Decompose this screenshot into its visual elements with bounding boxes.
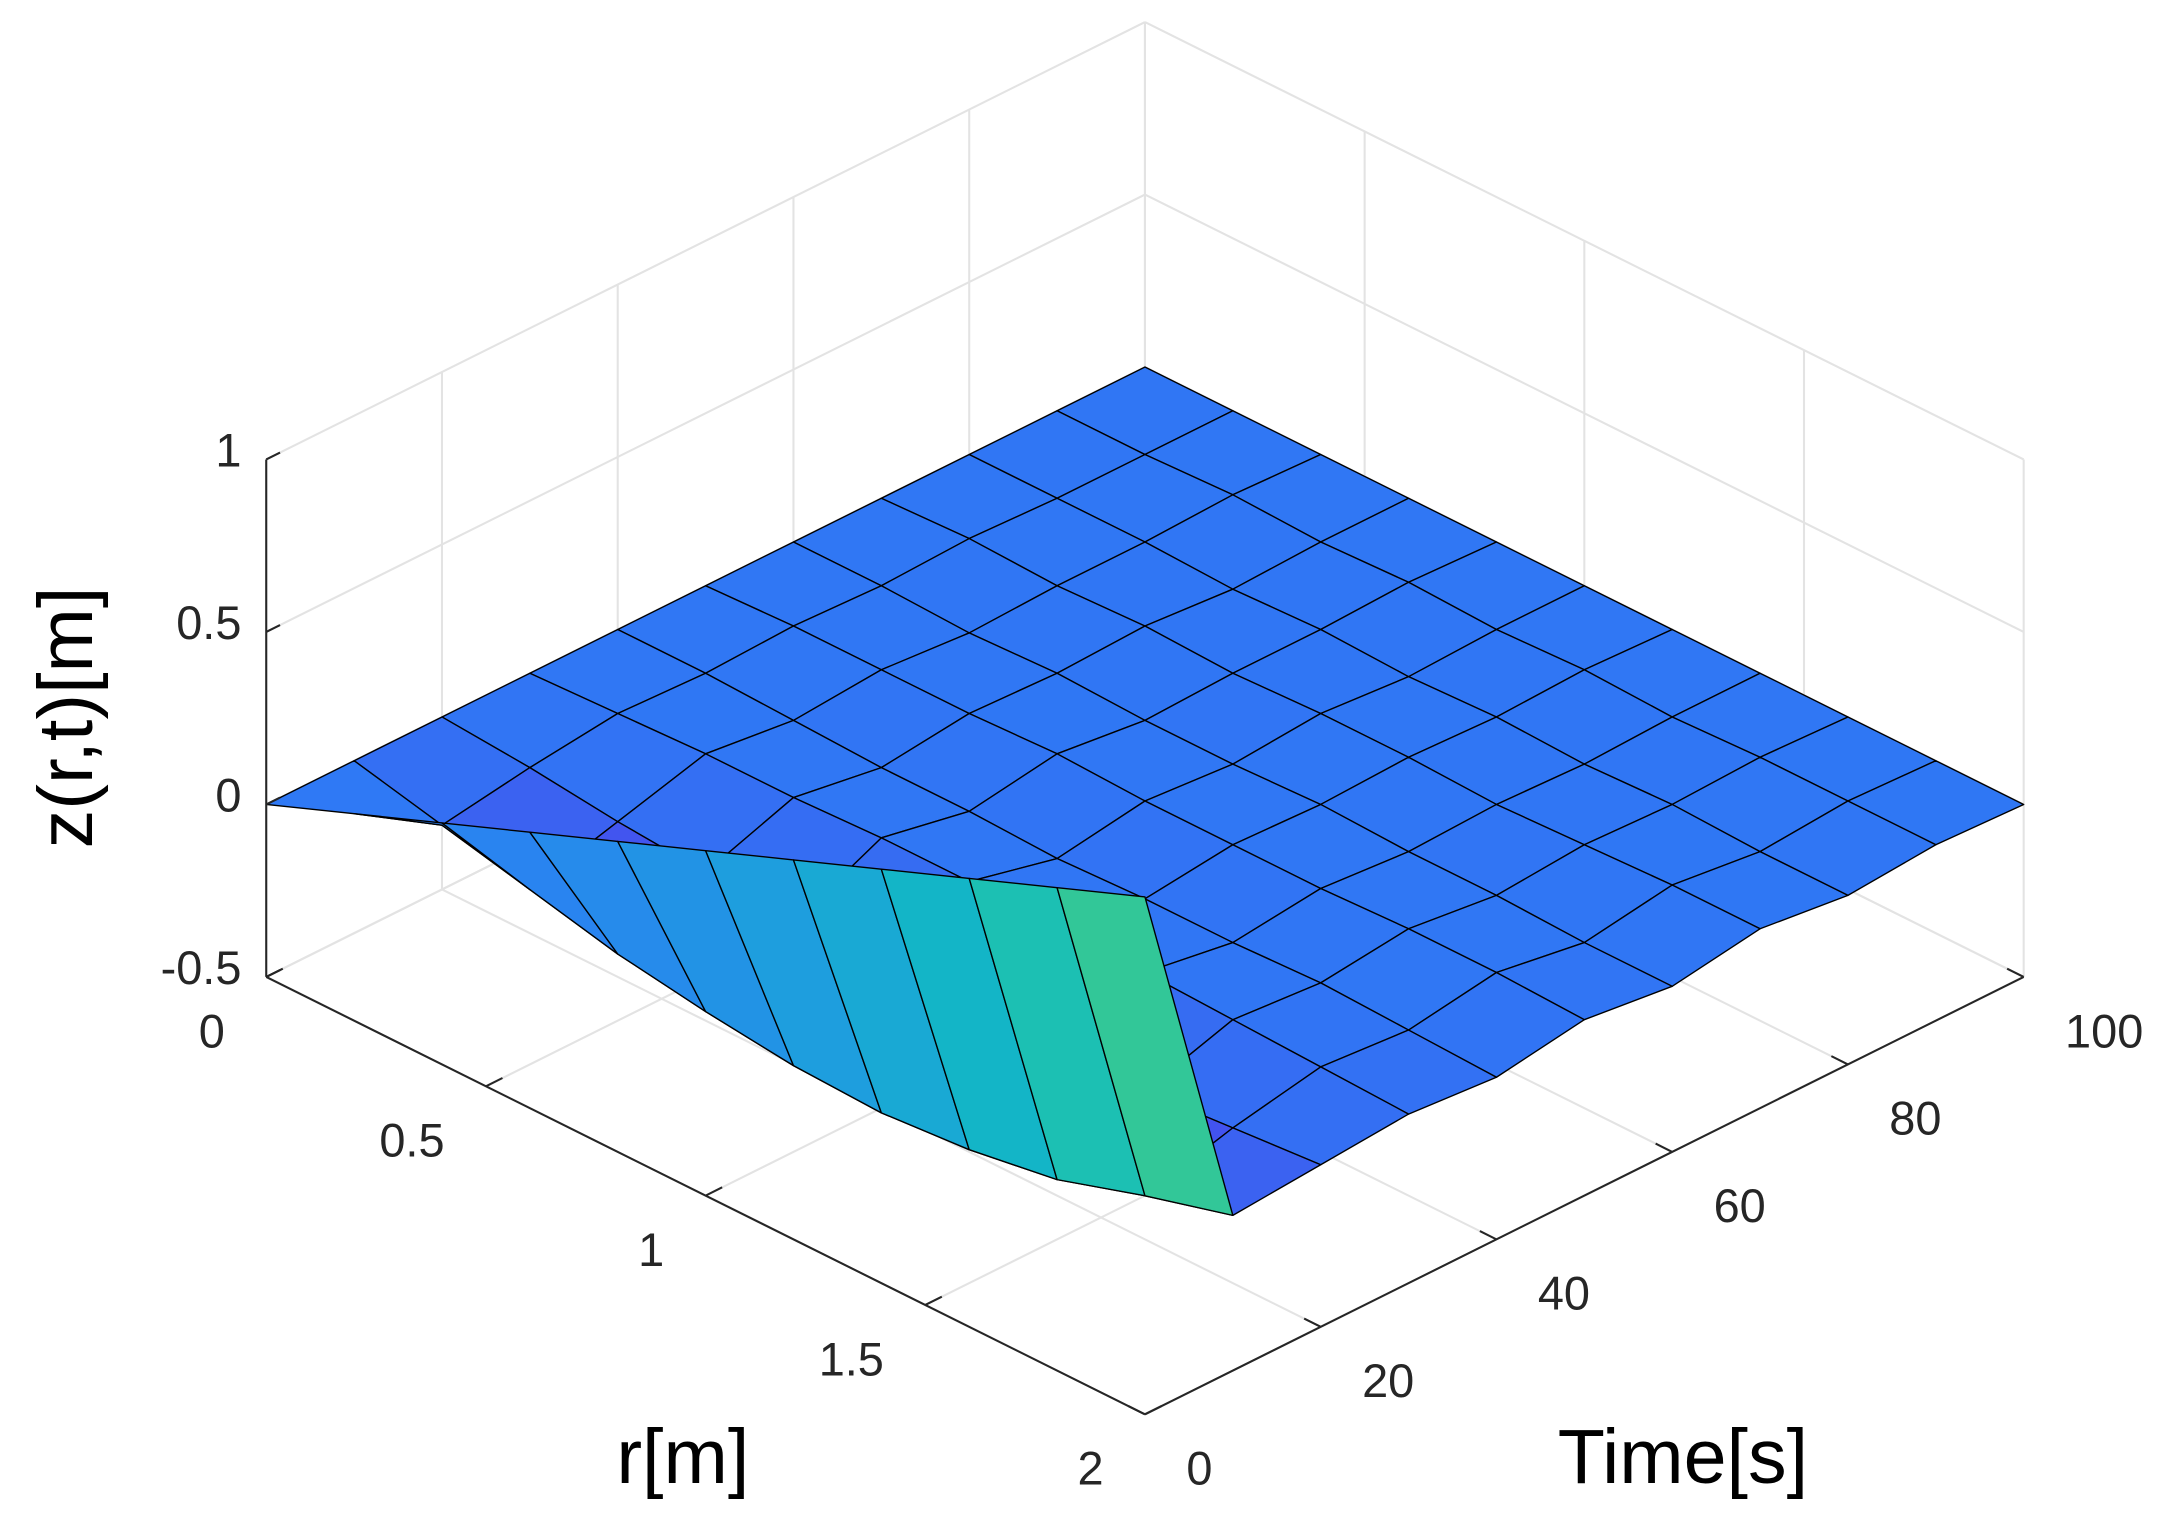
- tick-mark: [1830, 1055, 1849, 1066]
- z-tick-label: 0: [215, 769, 241, 821]
- z-tick-label: 1: [215, 424, 241, 476]
- y-axis: [1144, 975, 2025, 1416]
- y-tick-label: 0: [1186, 1443, 1212, 1495]
- x-tick-label: 1: [638, 1224, 664, 1276]
- y-tick-label: 60: [1714, 1180, 1766, 1232]
- z-tick-label: -0.5: [161, 942, 242, 994]
- grid-line: [265, 21, 1146, 461]
- x-axis-label: r[m]: [616, 1414, 749, 1500]
- tick-mark: [265, 624, 281, 633]
- tick-mark: [1655, 1142, 1673, 1153]
- z-tick-label: 0.5: [176, 597, 241, 649]
- tick-mark: [265, 967, 284, 978]
- tick-mark: [1303, 1317, 1322, 1328]
- tick-mark: [705, 1186, 723, 1197]
- x-tick-label: 0: [199, 1005, 225, 1057]
- tick-mark: [2006, 967, 2025, 978]
- y-axis-label: Time[s]: [1558, 1414, 1808, 1500]
- z-axis-label: z(r,t)[m]: [23, 587, 109, 849]
- grid-line: [265, 193, 1146, 633]
- y-tick-label: 20: [1362, 1355, 1414, 1407]
- y-tick-label: 100: [2065, 1005, 2143, 1057]
- surface-patch: [1056, 886, 1234, 1217]
- y-tick-label: 80: [1889, 1093, 1941, 1145]
- tick-mark: [924, 1295, 943, 1306]
- tick-mark: [1144, 1405, 1162, 1416]
- tick-mark: [265, 796, 281, 806]
- tick-mark: [1127, 1405, 1146, 1416]
- x-tick-label: 2: [1077, 1443, 1103, 1495]
- tick-mark: [265, 451, 281, 461]
- y-tick-label: 40: [1538, 1268, 1590, 1320]
- tick-mark: [1479, 1230, 1497, 1241]
- x-tick-label: 1.5: [819, 1333, 884, 1385]
- x-tick-label: 0.5: [379, 1115, 444, 1167]
- tick-mark: [485, 1077, 503, 1088]
